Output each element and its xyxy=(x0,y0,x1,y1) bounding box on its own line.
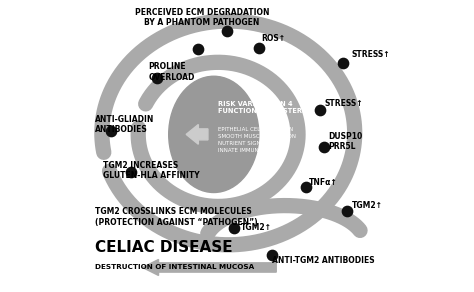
Text: PERCEIVED ECM DEGRADATION
BY A PHANTOM PATHOGEN: PERCEIVED ECM DEGRADATION BY A PHANTOM P… xyxy=(135,8,269,27)
Point xyxy=(320,145,328,150)
Text: TGM2 INCREASES
GLUTEN-HLA AFFINITY: TGM2 INCREASES GLUTEN-HLA AFFINITY xyxy=(103,161,200,180)
FancyArrow shape xyxy=(186,124,208,144)
Point xyxy=(339,61,347,65)
Text: PROLINE
OVERLOAD: PROLINE OVERLOAD xyxy=(148,62,195,81)
Point xyxy=(344,209,351,214)
Text: STRESS↑: STRESS↑ xyxy=(352,50,391,59)
Text: TGM2 CROSSLINKS ECM MOLECULES
(PROTECTION AGAINST “PATHOGEN”): TGM2 CROSSLINKS ECM MOLECULES (PROTECTIO… xyxy=(95,208,257,227)
Point xyxy=(302,184,310,189)
Text: EPITHELIAL CELL FUNCTION
SMOOTH MUSCLE FUNCTION
NUTRIENT SIGNALING
INNATE IMMUNI: EPITHELIAL CELL FUNCTION SMOOTH MUSCLE F… xyxy=(218,127,296,153)
Text: STRESS↑: STRESS↑ xyxy=(324,99,363,108)
Point xyxy=(127,170,135,175)
Point xyxy=(153,75,161,80)
Text: RISK VARIANTS IN 4
FUNCTIONAL CLUSTERS:: RISK VARIANTS IN 4 FUNCTIONAL CLUSTERS: xyxy=(218,101,310,114)
Text: TGM2↑: TGM2↑ xyxy=(352,201,383,210)
Point xyxy=(107,129,114,134)
Point xyxy=(230,226,238,230)
Text: ANTI-GLIADIN
ANTIBODIES: ANTI-GLIADIN ANTIBODIES xyxy=(95,114,154,134)
Text: CELIAC DISEASE: CELIAC DISEASE xyxy=(95,240,232,256)
Point xyxy=(316,107,324,112)
Text: TGM2↑: TGM2↑ xyxy=(241,223,273,232)
Point xyxy=(223,29,231,34)
Point xyxy=(268,253,276,257)
Text: ANTI-TGM2 ANTIBODIES: ANTI-TGM2 ANTIBODIES xyxy=(272,256,374,265)
Point xyxy=(255,46,263,50)
Text: DUSP10
PRR5L: DUSP10 PRR5L xyxy=(328,132,363,151)
Text: ROS↑: ROS↑ xyxy=(262,34,286,43)
Text: TNFα↑: TNFα↑ xyxy=(309,178,338,187)
FancyArrow shape xyxy=(143,260,276,275)
Point xyxy=(194,46,201,51)
Text: DESTRUCTION OF INTESTINAL MUCOSA: DESTRUCTION OF INTESTINAL MUCOSA xyxy=(95,264,254,270)
Ellipse shape xyxy=(169,76,259,192)
